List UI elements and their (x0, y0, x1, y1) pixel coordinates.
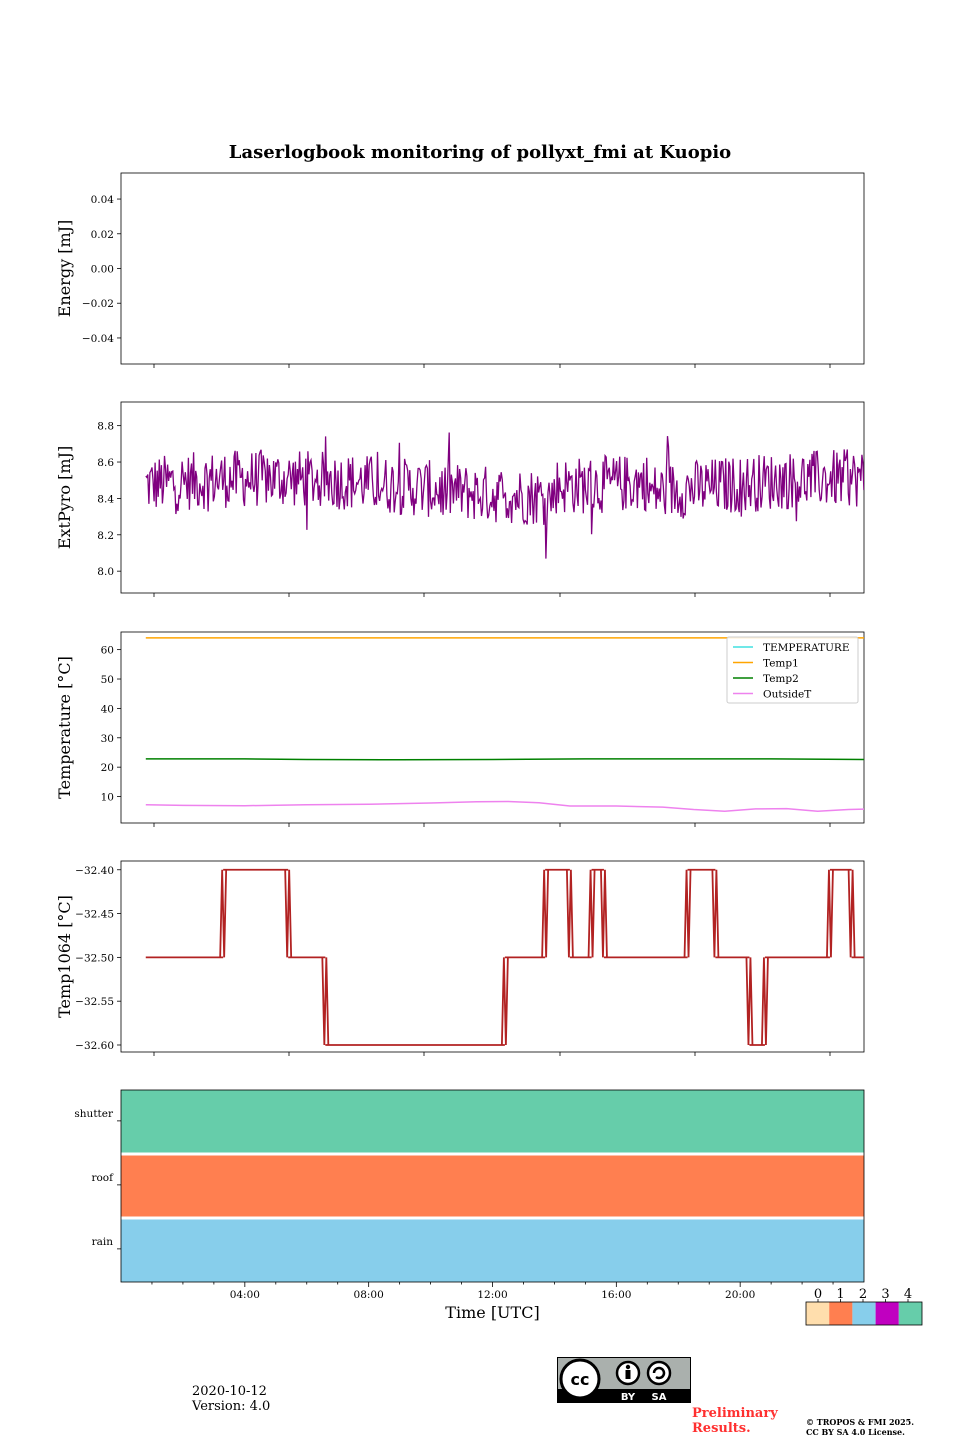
svg-text:cc: cc (571, 1370, 590, 1389)
y-axis-label: Temp1064 [°C] (55, 895, 74, 1018)
panel-extpyro: 8.8 8.6 8.4 8.2 8.0 ExtPyro [mJ] (55, 401, 865, 597)
y-tick-label: 60 (101, 645, 114, 657)
figure-title: Laserlogbook monitoring of pollyxt_fmi a… (229, 142, 731, 163)
legend-label: Temp1 (763, 658, 799, 670)
plot-frame (120, 401, 865, 594)
x-tick-label: 20:00 (725, 1289, 755, 1301)
plot-frame (120, 172, 865, 365)
colorbar-tick-label: 0 (814, 1287, 822, 1302)
colorbar-segment-0 (806, 1302, 830, 1325)
y-tick-label: 20 (101, 762, 114, 774)
x-axis-label: Time [UTC] (445, 1303, 539, 1322)
status-row-label: shutter (74, 1108, 114, 1120)
status-row-shutter (121, 1090, 864, 1154)
y-tick-label: −32.45 (75, 909, 114, 921)
copyright-line1: © TROPOS & FMI 2025. (806, 1417, 915, 1427)
colorbar-frame (805, 1301, 923, 1326)
y-axis-label: Energy [mJ] (55, 220, 74, 318)
y-tick-label: −0.04 (82, 333, 114, 345)
legend-label: OutsideT (763, 689, 811, 701)
y-tick-label: −32.55 (75, 996, 114, 1008)
status-row-label: rain (92, 1236, 114, 1248)
y-tick-label: 8.2 (97, 530, 114, 542)
y-tick-label: 0.00 (91, 264, 114, 276)
status-row-roof (121, 1154, 864, 1218)
status-row-label: roof (91, 1172, 114, 1184)
footer-info: 2020-10-12 Version: 4.0 (192, 1384, 270, 1414)
series-ExtPyro (145, 432, 864, 559)
time-axis: 04:00 08:00 12:00 16:00 20:00 Time [UTC] (151, 1282, 834, 1322)
y-tick-label: 8.8 (97, 421, 114, 433)
svg-text:BY: BY (621, 1392, 636, 1402)
colorbar-segment-4 (898, 1302, 922, 1325)
series-Temp2 (145, 758, 864, 761)
copyright-line2: CC BY SA 4.0 License. (806, 1427, 905, 1437)
series-group (145, 432, 864, 559)
legend-label: TEMPERATURE (763, 642, 850, 654)
y-tick-label: 0.04 (91, 194, 115, 206)
colorbar-tick-label: 1 (836, 1287, 844, 1302)
y-tick-label: −0.02 (82, 298, 114, 310)
colorbar-tick-label: 4 (904, 1287, 912, 1302)
legend-box (726, 636, 859, 704)
legend-label: Temp2 (763, 673, 799, 685)
colorbar-segment-1 (829, 1302, 853, 1325)
colorbar-tick-label: 3 (881, 1287, 889, 1302)
svg-text:SA: SA (652, 1392, 667, 1402)
cc-logo-icon: cc BY SA (558, 1358, 690, 1403)
colorbar-segment-3 (875, 1302, 899, 1325)
x-tick-label: 12:00 (477, 1289, 507, 1301)
series-Temp1064 (145, 868, 864, 1046)
x-tick-label: 16:00 (601, 1289, 631, 1301)
x-tick-label: 04:00 (230, 1289, 260, 1301)
y-tick-label: 0.02 (91, 229, 114, 241)
colorbar-tick-label: 2 (859, 1287, 867, 1302)
y-tick-label: 8.6 (97, 457, 114, 469)
status-row-rain (121, 1218, 864, 1282)
y-tick-label: 8.4 (97, 493, 114, 505)
y-tick-label: 10 (101, 792, 114, 804)
colorbar-segment-2 (852, 1302, 876, 1325)
x-tick-label: 08:00 (354, 1289, 384, 1301)
legend: TEMPERATURE Temp1 Temp2 OutsideT (726, 636, 859, 704)
y-tick-label: −32.60 (75, 1040, 114, 1052)
y-tick-label: 30 (101, 733, 114, 745)
series-OutsideT (145, 800, 864, 812)
plot-frame (120, 631, 865, 824)
y-tick-label: −32.50 (75, 952, 114, 964)
panel-temp1064: −32.40 −32.45 −32.50 −32.55 −32.60 Temp1064 [… (55, 860, 865, 1056)
panel-status: shutter roof rain (74, 1089, 865, 1283)
y-tick-label: 40 (101, 703, 114, 715)
cc-license-badge: cc BY SA (557, 1357, 691, 1403)
preliminary-note: Preliminary Results. (692, 1406, 778, 1436)
y-axis-label: Temperature [°C] (55, 656, 74, 799)
panel-energy: 0.04 0.02 0.00 −0.02 −0.04 Energy [mJ] (55, 172, 865, 368)
y-axis-label: ExtPyro [mJ] (55, 446, 74, 549)
copyright-note: © TROPOS & FMI 2025. CC BY SA 4.0 Licens… (806, 1417, 914, 1437)
footer-date: 2020-10-12 (192, 1384, 267, 1399)
footer-version: Version: 4.0 (192, 1399, 271, 1414)
y-tick-label: 50 (101, 674, 114, 686)
y-tick-label: −32.40 (75, 865, 114, 877)
series-group (145, 868, 864, 1046)
y-tick-label: 8.0 (97, 566, 114, 578)
